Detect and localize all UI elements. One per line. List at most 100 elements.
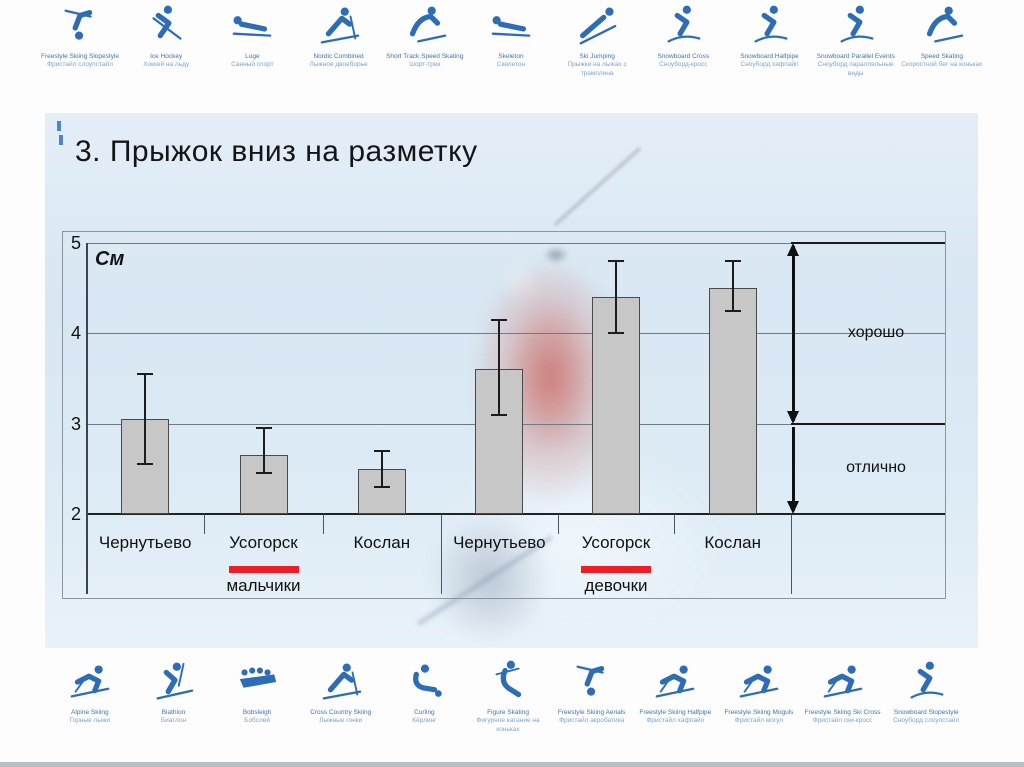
pictogram-item: Freestyle Skiing Aerials Фристайл акробат…	[550, 660, 634, 760]
pictogram-item: Ski Jumping Прыжки на лыжах с трамплина	[555, 4, 639, 110]
watermark-helmet	[497, 258, 545, 310]
pictogram-label-en: Nordic Combined	[313, 53, 364, 60]
pictogram-item: Nordic Combined Лыжное двоеборье	[297, 4, 381, 110]
pictogram-label-en: Short Track Speed Skating	[386, 53, 464, 60]
freestyle-skiing-slopestyle-icon	[64, 9, 93, 40]
error-bar-cap-top	[491, 319, 508, 321]
y-tick-label: 5	[70, 233, 81, 253]
pictogram-label: Figure Skating Фигурное катание на конька…	[466, 709, 550, 734]
pictogram-label-ru: Сноуборд-кросс	[659, 61, 708, 69]
pictogram-label: Nordic Combined Лыжное двоеборье	[309, 53, 367, 70]
pictogram-label-ru: Скоростной бег на коньках	[901, 61, 983, 69]
pictogram-label-ru: Сноуборд слоупстайл	[893, 717, 960, 725]
category-label: Чернутьево	[98, 533, 192, 552]
error-bar-cap-bottom	[373, 486, 390, 488]
speed-skating-icon	[926, 6, 964, 43]
pictogram-label: Snowboard Parallel Events Сноуборд паралл…	[814, 53, 898, 78]
pictogram-label-en: Freestyle Skiing Ski Cross	[804, 709, 881, 716]
pictogram-label-ru: Шорт-трек	[409, 61, 441, 69]
pictogram-label: Curling Кёрлинг	[412, 709, 436, 726]
y-tick-label: 3	[70, 414, 81, 434]
pictogram-label-en: Ski Jumping	[579, 53, 615, 60]
category-label: Кослан	[704, 533, 761, 552]
pictogram-label: Snowboard Cross Сноуборд-кросс	[657, 53, 709, 70]
gridline-4	[86, 333, 945, 334]
pictogram-item: Freestyle Skiing Ski Cross Фристайл ски-к…	[801, 660, 885, 760]
nordic-combined-icon	[320, 7, 359, 44]
cross-country-skiing-icon	[322, 663, 362, 700]
error-bar-cap-top	[608, 260, 624, 262]
text-cursor-artifact	[57, 121, 63, 145]
pictogram-label: Biathlon Биатлон	[161, 709, 186, 726]
pictogram-label-en: Snowboard Cross	[657, 53, 710, 60]
slide-title: 3. Прыжок вниз на разметку	[75, 135, 478, 168]
pictogram-item: Figure Skating Фигурное катание на конька…	[466, 660, 550, 760]
arrow-down-head	[787, 411, 799, 424]
freestyle-skiing-moguls-icon	[739, 665, 779, 698]
gridline-5	[86, 243, 945, 244]
watermark-legs	[430, 513, 550, 643]
pictogram-label-ru: Фигурное катание на коньках	[476, 717, 540, 733]
bobsleigh-icon	[239, 667, 277, 688]
pictogram-label: Snowboard Slopestyle Сноуборд слоупстайл	[893, 709, 959, 726]
pictogram-item: Alpine Skiing Горные лыжи	[48, 660, 132, 760]
pictogram-label-ru: Санный спорт	[231, 61, 274, 69]
pictogram-label-ru: Бобслей	[244, 717, 270, 725]
annotation-arrow-shaft	[791, 427, 795, 511]
pictogram-label: Short Track Speed Skating Шорт-трек	[386, 53, 463, 70]
pictogram-item: Snowboard Parallel Events Сноуборд паралл…	[814, 4, 898, 110]
error-bar-cap-top	[137, 373, 154, 375]
freestyle-skiing-ski-cross-icon	[823, 665, 862, 698]
snowboard-slopestyle-icon	[910, 661, 944, 699]
watermark-glove	[543, 246, 569, 264]
pictogram-label-ru: Сноуборд хафпайп	[740, 61, 799, 69]
alpine-skiing-icon	[70, 665, 110, 698]
category-label: Чернутьево	[453, 533, 546, 552]
freestyle-skiing-aerials-icon	[576, 665, 604, 696]
pictogram-item: Freestyle Skiing Halfpipe Фристайл хафпай…	[633, 660, 717, 760]
pictogram-item: Cross Country Skiing Лыжные гонки	[299, 660, 383, 760]
pictogram-item: Snowboard Halfpipe Сноуборд хафпайп	[728, 4, 812, 110]
error-bar	[615, 261, 617, 333]
pictogram-label-ru: Горные лыжи	[69, 717, 111, 725]
category-tick	[204, 514, 205, 534]
pictogram-item: Snowboard Cross Сноуборд-кросс	[641, 4, 725, 110]
short-track-speed-skating-icon	[409, 6, 447, 43]
pictogram-label-en: Snowboard Halfpipe	[740, 53, 799, 60]
pictogram-item: Ice Hockey Хоккей на льду	[124, 4, 208, 110]
pictogram-label-en: Cross Country Skiing	[310, 709, 372, 716]
y-tick-label: 2	[70, 504, 81, 524]
pictogram-item: Biathlon Биатлон	[132, 660, 216, 760]
pictogram-label-ru: Лыжные гонки	[319, 717, 363, 725]
pictogram-label: Cross Country Skiing Лыжные гонки	[310, 709, 371, 726]
annotation-arrow-shaft	[791, 246, 795, 421]
slide-body: 3. Прыжок вниз на разметку 5 4 3 2 См Чернуть…	[45, 113, 978, 648]
group-underline	[581, 566, 651, 573]
pictogram-item: Curling Кёрлинг	[383, 660, 467, 760]
pictogram-label: Alpine Skiing Горные лыжи	[70, 709, 110, 726]
group-label: девочки	[584, 576, 648, 595]
snowboard-parallel-events-icon	[840, 5, 874, 43]
snowboard-halfpipe-icon	[753, 5, 787, 43]
pictogram-label-en: Freestyle Skiing Slopestyle	[40, 53, 120, 60]
pictogram-label-ru: Фристайл хафпайп	[646, 717, 705, 725]
bar-chart: 5 4 3 2 См Чернутьево Усогорск Кослан мальчики Че…	[62, 231, 946, 599]
error-bar-cap-top	[373, 450, 390, 452]
pictogram-label-ru: Кёрлинг	[412, 717, 437, 725]
pictogram-item: Freestyle Skiing Moguls Фристайл могул	[717, 660, 801, 760]
snowboard-cross-icon	[667, 5, 701, 43]
pictogram-label-en: Freestyle Skiing Moguls	[724, 709, 794, 716]
pictogram-label-en: Skeleton	[498, 53, 524, 60]
pictogram-label-ru: Фристайл слоупстайл	[47, 61, 113, 69]
error-bar-cap-bottom	[491, 414, 508, 416]
error-bar-cap-bottom	[608, 332, 624, 334]
pictogram-label: Snowboard Halfpipe Сноуборд хафпайп	[740, 53, 799, 70]
pictogram-label-en: Luge	[245, 53, 260, 60]
y-tick-label: 4	[70, 323, 81, 343]
group-divider	[441, 514, 442, 594]
top-pictogram-band: Freestyle Skiing Slopestyle Фристайл слоу…	[38, 4, 984, 110]
x-axis-line	[86, 513, 945, 515]
error-bar	[144, 374, 147, 464]
annotation-label: отлично	[846, 459, 906, 476]
pictogram-label-ru: Фристайл акробатика	[559, 717, 625, 725]
